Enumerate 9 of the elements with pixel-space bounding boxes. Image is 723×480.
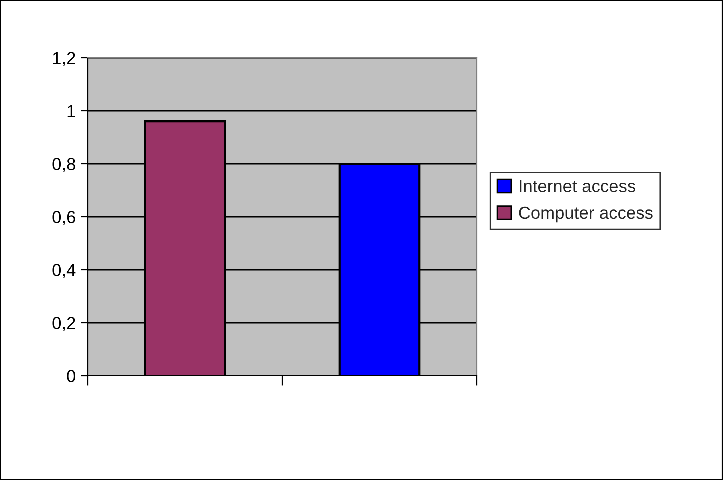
legend-label: Computer access xyxy=(519,206,653,223)
y-tick-label: 0,4 xyxy=(52,264,76,279)
y-tick-label: 0 xyxy=(67,370,76,382)
y-tick-label: 0,8 xyxy=(52,158,76,173)
y-tick-label: 1,2 xyxy=(53,52,76,67)
legend-label: Internet access xyxy=(520,180,636,192)
y-tick-label: 0,6 xyxy=(52,211,76,226)
y-tick-label: 1 xyxy=(68,105,76,118)
y-tick-label: 0,2 xyxy=(52,317,76,332)
